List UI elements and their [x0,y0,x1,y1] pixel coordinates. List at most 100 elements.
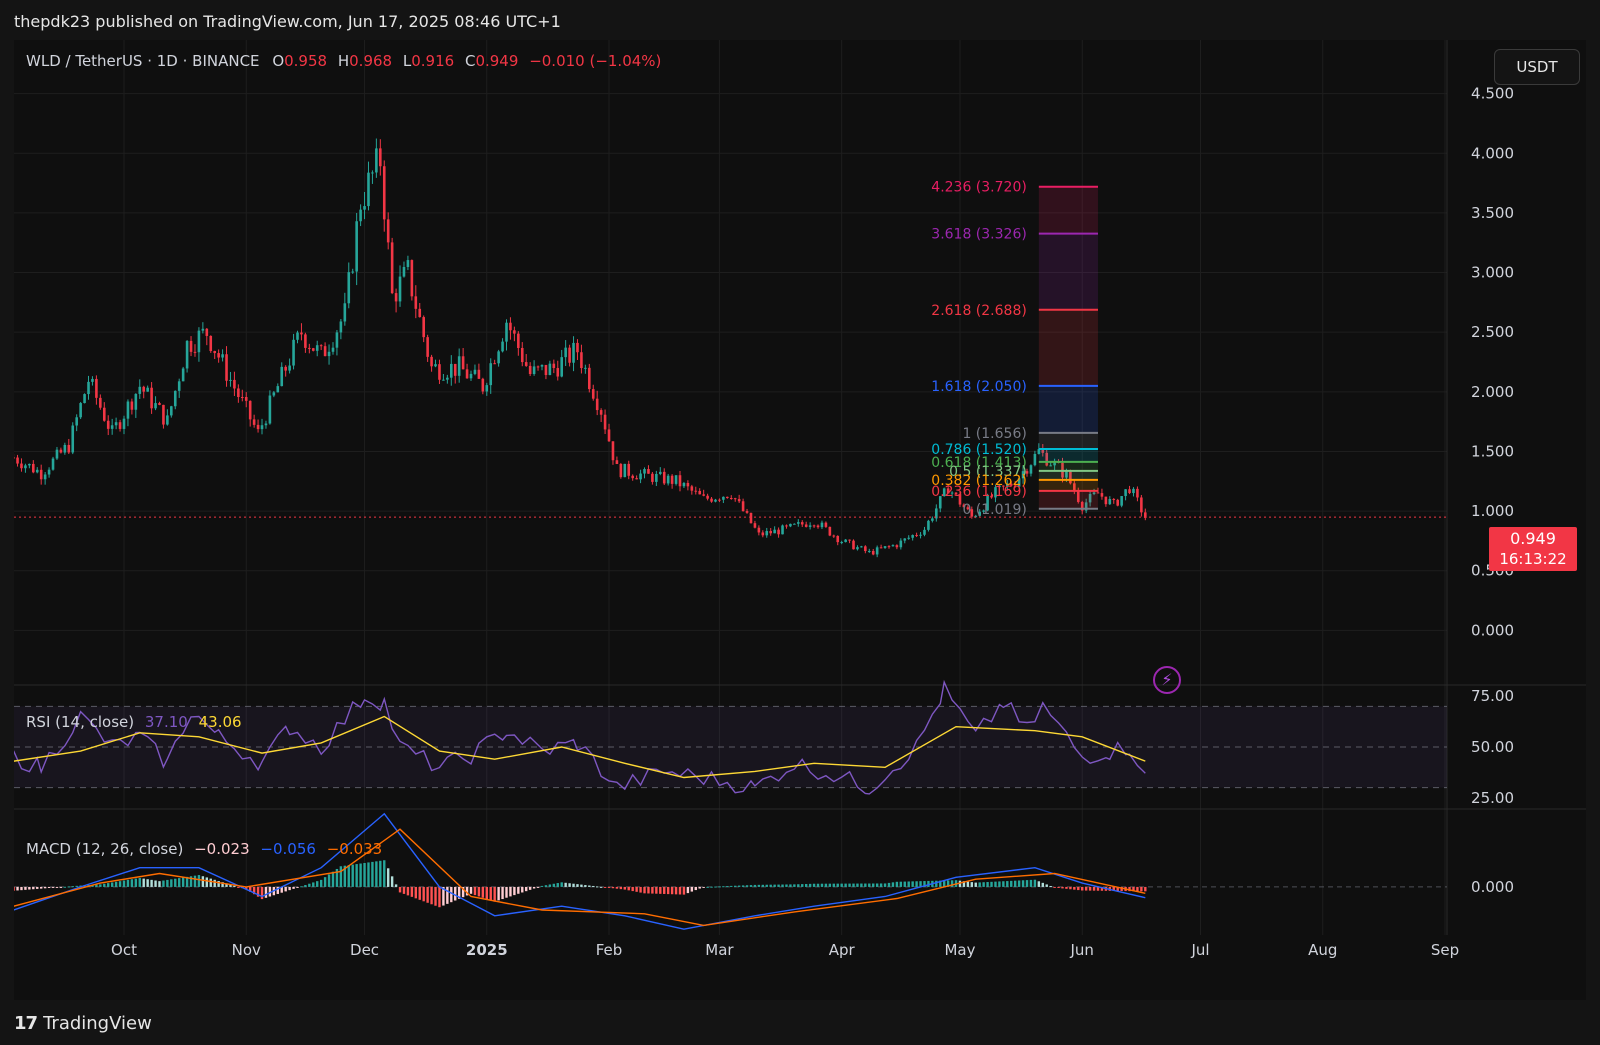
candle-body [840,542,843,544]
time-tick-label: Apr [829,941,856,959]
currency-button[interactable]: USDT [1494,49,1580,85]
macd-hist-bar [55,886,59,888]
candle-body [848,539,851,541]
rsi-title[interactable]: RSI (14, close) [26,713,135,731]
candle-body [544,364,548,376]
candle-body [1049,465,1052,467]
macd-hist-bar [1045,884,1048,887]
macd-hist-bar [1013,880,1017,887]
macd-hist-bar [666,886,670,895]
candle-body [509,322,512,331]
macd-hist-bar [288,886,291,891]
macd-hist-bar [872,883,875,887]
time-tick-label: Nov [232,941,261,959]
candle-body [1029,465,1033,474]
macd-hist-bar [544,885,548,887]
candle-body [83,394,86,404]
candle-body [595,398,599,411]
macd-hist-bar [647,886,650,894]
macd-hist-bar [197,875,201,887]
macd-hist-bar [706,886,709,888]
candle-body [430,356,433,367]
candle-body [1140,497,1143,513]
candle-body [20,463,23,469]
macd-hist-bar [1069,886,1072,890]
macd-hist-bar [887,882,891,887]
chart-canvas[interactable]: 4.500 4.000 3.500 3.000 2.500 2.000 1.500 1.000… [14,40,1586,1000]
macd-hist-bar [178,878,181,887]
candle-body [643,469,646,474]
macd-legend: MACD (12, 26, close) −0.023 −0.056 −0.03… [26,840,382,858]
candle-body [1045,452,1049,466]
macd-hist-bar [426,886,429,903]
macd-title[interactable]: MACD (12, 26, close) [26,840,184,858]
macd-hist-bar [714,886,717,888]
candle-body [599,410,603,415]
candle-body [166,415,169,425]
macd-hist-bar [36,886,39,889]
candle-body [812,525,816,527]
macd-hist-bar [237,886,240,888]
rsi-ma-value: 43.06 [198,713,242,731]
macd-hist-bar [840,883,843,887]
candle-body [347,272,351,304]
macd-hist-bar [39,886,43,889]
macd-hist-bar [1120,886,1123,892]
candle-body [793,523,796,525]
macd-hist-bar [611,886,615,889]
fib-zone [1038,385,1098,433]
candle-body [1002,485,1005,487]
candle-body [682,482,686,487]
candle-body [1017,478,1021,487]
candle-body [390,242,394,294]
macd-hist-bar [816,883,820,887]
macd-hist-bar [114,881,118,887]
macd-hist-bar [359,863,362,887]
time-tick-label: Sep [1431,941,1459,959]
candle-body [714,499,717,502]
candle-body [1009,483,1013,486]
macd-hist-bar [726,886,729,888]
candle-body [63,444,67,453]
candle-body [24,465,27,469]
high-value: 0.968 [349,52,393,70]
candle-body [942,488,946,497]
macd-hist-bar [323,877,327,887]
macd-hist-bar [899,881,903,887]
candle-body [753,523,757,528]
candle-body [1041,449,1045,453]
macd-hist-bar [974,882,977,887]
candle-body [150,387,153,409]
candle-body [686,482,690,487]
candle-body [651,473,654,482]
symbol-name[interactable]: WLD / TetherUS · 1D · BINANCE [26,52,260,70]
candle-body [335,332,339,348]
candle-body [138,386,142,394]
candle-body [647,469,650,474]
candle-body [276,386,280,393]
chart-frame[interactable]: 4.500 4.000 3.500 3.000 2.500 2.000 1.500 1.000… [14,40,1586,1000]
candle-body [351,271,355,273]
macd-hist-bar [1010,880,1013,887]
macd-hist-bar [670,886,674,895]
macd-hist-bar [300,886,303,888]
macd-hist-bar [560,882,563,887]
macd-hist-bar [71,886,74,888]
macd-hist-bar [907,881,910,887]
lightning-icon[interactable]: ⚡ [1153,666,1181,694]
macd-hist-bar [883,883,887,887]
macd-hist-bar [741,885,745,887]
macd-hist-bar [939,880,942,887]
candle-body [548,363,552,376]
macd-hist-bar [1092,886,1096,891]
rsi-tick-label: 75.00 [1471,687,1514,705]
candle-body [729,498,733,500]
candle-body [591,389,595,399]
candle-body [828,526,832,536]
candle-body [288,365,291,371]
macd-hist-bar [473,886,477,896]
macd-hist-bar [879,883,883,887]
candle-body [386,219,390,243]
candle-body [950,492,954,494]
macd-hist-bar [343,865,347,887]
